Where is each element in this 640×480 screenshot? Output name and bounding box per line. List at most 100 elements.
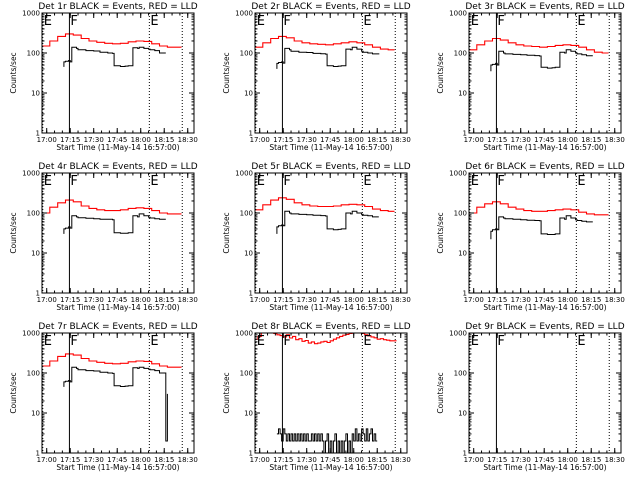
y-tick-label: 1 bbox=[463, 450, 467, 458]
y-tick-label: 1000 bbox=[22, 10, 40, 18]
x-tick-label: 18:30 bbox=[391, 456, 411, 464]
x-tick-label: 18:15 bbox=[154, 136, 174, 144]
events-series-line bbox=[276, 210, 379, 234]
x-axis-label: Start Time (11-May-14 16:57:00) bbox=[269, 463, 392, 472]
events-series-line bbox=[490, 215, 593, 240]
marker-label: E bbox=[150, 14, 158, 29]
x-tick-label: 17:00 bbox=[250, 296, 270, 304]
y-tick-label: 100 bbox=[27, 370, 40, 378]
y-tick-label: 10 bbox=[31, 90, 40, 98]
y-tick-label: 1000 bbox=[449, 170, 467, 178]
x-tick-label: 17:45 bbox=[320, 136, 340, 144]
x-tick-label: 17:15 bbox=[487, 296, 507, 304]
x-tick-label: 17:45 bbox=[534, 456, 554, 464]
panel-frame bbox=[41, 172, 195, 294]
x-tick-label: 18:30 bbox=[391, 136, 411, 144]
panel-title: Det 7r BLACK = Events, RED = LLD bbox=[38, 322, 197, 332]
events-series-line bbox=[490, 49, 593, 72]
detector-panel-9: Det 9r BLACK = Events, RED = LLD E F E 1 10 10… bbox=[436, 322, 625, 472]
x-tick-label: 18:15 bbox=[367, 296, 387, 304]
marker-label: F bbox=[497, 174, 504, 189]
x-tick-label: 17:00 bbox=[37, 456, 57, 464]
x-tick-label: 17:15 bbox=[60, 456, 80, 464]
panel-frame bbox=[41, 332, 195, 454]
detector-panel-7: Det 7r BLACK = Events, RED = LLD E F E 1 10 10… bbox=[9, 322, 198, 472]
marker-label: F bbox=[70, 14, 77, 29]
detector-panel-3: Det 3r BLACK = Events, RED = LLD E F E 1 10 10… bbox=[436, 2, 625, 152]
x-tick-label: 18:15 bbox=[367, 136, 387, 144]
x-tick-label: 17:30 bbox=[511, 296, 531, 304]
x-tick-label: 17:45 bbox=[320, 456, 340, 464]
lld-series-line bbox=[255, 197, 395, 212]
marker-label: F bbox=[283, 14, 290, 29]
panel-title: Det 1r BLACK = Events, RED = LLD bbox=[38, 2, 197, 12]
x-tick-label: 17:00 bbox=[464, 456, 484, 464]
marker-label: E bbox=[44, 14, 52, 29]
y-tick-label: 10 bbox=[31, 410, 40, 418]
y-tick-label: 1 bbox=[36, 130, 40, 138]
x-tick-label: 18:30 bbox=[391, 296, 411, 304]
y-tick-label: 100 bbox=[454, 210, 467, 218]
marker-label: E bbox=[150, 174, 158, 189]
x-tick-label: 17:30 bbox=[84, 456, 104, 464]
marker-label: E bbox=[44, 334, 52, 349]
y-tick-label: 1000 bbox=[235, 10, 253, 18]
lld-series-line bbox=[469, 201, 609, 216]
marker-label: E bbox=[150, 334, 158, 349]
y-tick-label: 1000 bbox=[449, 10, 467, 18]
detector-panel-4: Det 4r BLACK = Events, RED = LLD E F E 1 10 10… bbox=[9, 162, 198, 312]
panel-title: Det 4r BLACK = Events, RED = LLD bbox=[38, 162, 197, 172]
y-tick-label: 10 bbox=[244, 90, 253, 98]
marker-label: E bbox=[257, 14, 265, 29]
x-tick-label: 17:30 bbox=[297, 296, 317, 304]
x-tick-label: 17:15 bbox=[487, 136, 507, 144]
x-tick-label: 17:30 bbox=[84, 136, 104, 144]
lld-series-line bbox=[42, 199, 182, 215]
x-tick-label: 17:30 bbox=[84, 296, 104, 304]
y-tick-label: 100 bbox=[454, 50, 467, 58]
y-axis-label: Counts/sec bbox=[222, 52, 231, 93]
y-tick-label: 1 bbox=[249, 130, 253, 138]
x-tick-label: 18:00 bbox=[131, 136, 151, 144]
panel-series-group bbox=[42, 33, 182, 67]
y-axis-label: Counts/sec bbox=[436, 212, 445, 253]
x-tick-label: 18:00 bbox=[558, 136, 578, 144]
events-series-line bbox=[63, 366, 168, 442]
y-tick-label: 1000 bbox=[449, 330, 467, 338]
detector-panel-6: Det 6r BLACK = Events, RED = LLD E F E 1 10 10… bbox=[436, 162, 625, 312]
marker-label: F bbox=[70, 174, 77, 189]
marker-label: F bbox=[283, 174, 290, 189]
lld-series-line bbox=[469, 37, 609, 54]
panel-series-group bbox=[255, 197, 395, 234]
x-tick-label: 18:00 bbox=[558, 456, 578, 464]
y-tick-label: 10 bbox=[458, 90, 467, 98]
x-tick-label: 17:30 bbox=[511, 456, 531, 464]
y-axis-label: Counts/sec bbox=[222, 212, 231, 253]
x-tick-label: 17:30 bbox=[297, 136, 317, 144]
events-series-line bbox=[276, 46, 380, 69]
x-axis-label: Start Time (11-May-14 16:57:00) bbox=[483, 463, 606, 472]
panel-title: Det 9r BLACK = Events, RED = LLD bbox=[465, 322, 624, 332]
x-tick-label: 17:00 bbox=[250, 456, 270, 464]
x-axis-label: Start Time (11-May-14 16:57:00) bbox=[269, 143, 392, 152]
y-tick-label: 1 bbox=[249, 290, 253, 298]
x-tick-label: 18:30 bbox=[605, 296, 625, 304]
marker-label: E bbox=[577, 334, 585, 349]
marker-label: F bbox=[497, 334, 504, 349]
y-tick-label: 1 bbox=[36, 290, 40, 298]
lld-series-line bbox=[42, 353, 182, 368]
y-tick-label: 100 bbox=[27, 50, 40, 58]
x-tick-label: 17:15 bbox=[60, 136, 80, 144]
y-tick-label: 10 bbox=[244, 410, 253, 418]
marker-label: E bbox=[577, 14, 585, 29]
x-tick-label: 17:15 bbox=[487, 456, 507, 464]
x-tick-label: 17:45 bbox=[320, 296, 340, 304]
x-tick-label: 18:15 bbox=[581, 136, 601, 144]
y-tick-label: 100 bbox=[27, 210, 40, 218]
y-axis-label: Counts/sec bbox=[436, 372, 445, 413]
x-tick-label: 18:00 bbox=[131, 456, 151, 464]
x-tick-label: 17:45 bbox=[534, 136, 554, 144]
marker-label: F bbox=[70, 334, 77, 349]
x-tick-label: 18:30 bbox=[178, 136, 198, 144]
